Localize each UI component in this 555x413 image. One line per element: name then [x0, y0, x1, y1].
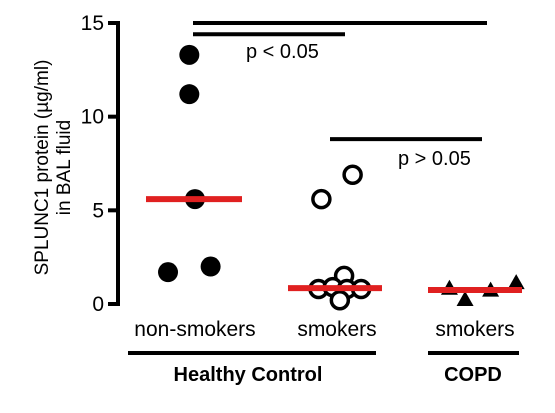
y-tick-label: 15 — [81, 12, 104, 35]
data-point — [507, 274, 525, 290]
data-point — [200, 256, 221, 277]
data-points — [158, 44, 525, 311]
group-labels: Healthy Control COPD — [128, 351, 519, 386]
y-tick-label: 5 — [92, 199, 104, 222]
data-point — [456, 290, 474, 306]
median-lines — [146, 196, 522, 293]
y-axis-title-line-2: in BAL fluid — [54, 120, 75, 215]
data-point — [329, 290, 351, 311]
y-axis: 0 5 10 15 — [81, 12, 120, 316]
y-tick-label: 0 — [92, 293, 104, 316]
data-point — [179, 44, 200, 65]
p-value-annotation: p < 0.05 — [246, 41, 319, 63]
p-value-annotation: p > 0.05 — [398, 148, 471, 170]
category-labels: non-smokers smokers smokers — [134, 318, 514, 341]
category-label: smokers — [297, 318, 376, 341]
data-point — [158, 262, 179, 283]
y-axis-title-line-1: SPLUNC1 protein (µg/ml) — [32, 60, 53, 276]
data-point — [311, 188, 332, 210]
data-point — [179, 84, 200, 105]
group-label: Healthy Control — [174, 364, 323, 386]
y-ticks: 0 5 10 15 — [81, 12, 118, 316]
group-label: COPD — [444, 364, 502, 386]
data-point — [342, 164, 363, 185]
y-tick-label: 10 — [81, 106, 104, 129]
y-axis-title: SPLUNC1 protein (µg/ml) in BAL fluid — [32, 60, 75, 276]
comparison-brackets: p < 0.05 p > 0.05 — [193, 21, 487, 170]
category-label: smokers — [435, 318, 514, 341]
category-label: non-smokers — [134, 318, 255, 341]
